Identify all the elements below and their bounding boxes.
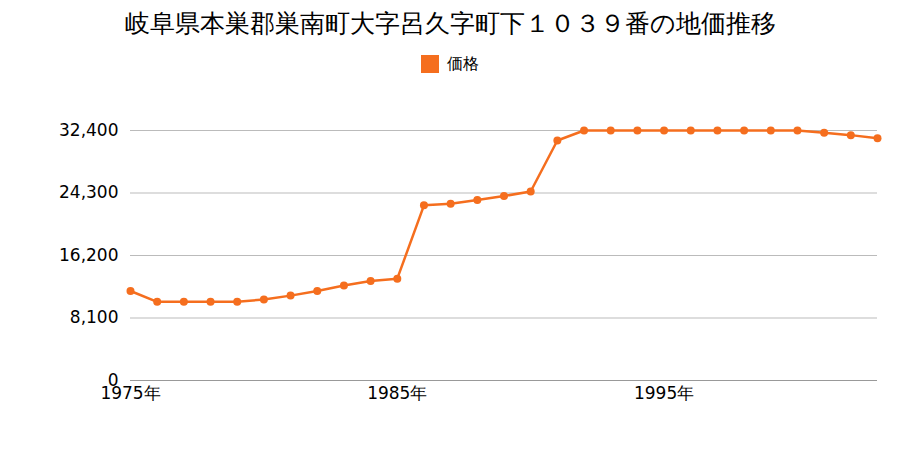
svg-text:32,400: 32,400 [59, 120, 118, 140]
svg-text:16,200: 16,200 [59, 245, 118, 265]
svg-text:1995年: 1995年 [634, 383, 694, 403]
svg-text:24,300: 24,300 [59, 182, 118, 202]
svg-text:1985年: 1985年 [367, 383, 427, 403]
html-text:岐阜県本巣郡巣南町大字呂久字町下１０３９番の地価推移: 岐阜県本巣郡巣南町大字呂久字町下１０３９番の地価推移 [124, 9, 776, 38]
svg-text:1975年: 1975年 [100, 383, 160, 403]
svg-text:8,100: 8,100 [70, 307, 119, 327]
svg-text:0: 0 [107, 369, 119, 390]
html-text:価格: 価格 [447, 53, 479, 73]
